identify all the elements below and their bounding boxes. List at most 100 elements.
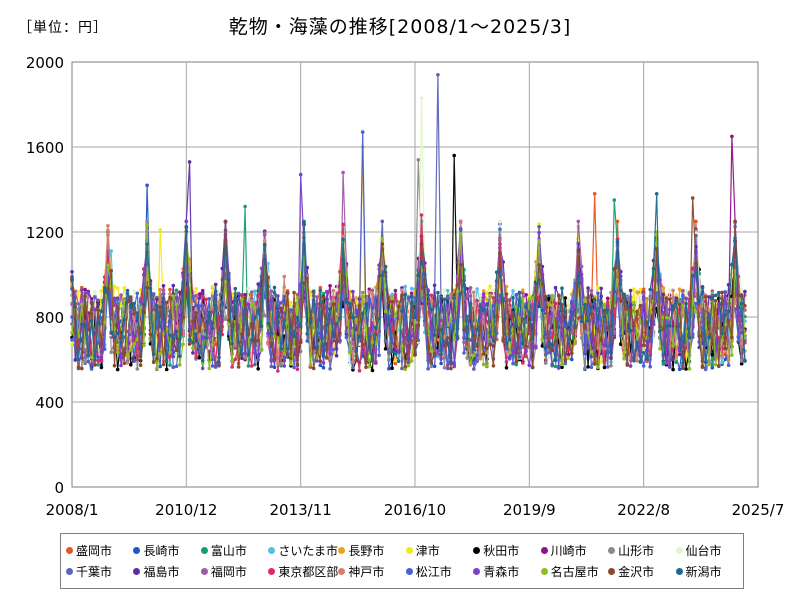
data-point <box>605 300 610 305</box>
legend-item: 松江市 <box>405 561 473 582</box>
data-point <box>328 356 332 360</box>
data-point <box>174 302 179 307</box>
data-point <box>449 316 453 321</box>
data-point <box>387 351 391 355</box>
data-point <box>436 290 440 295</box>
data-point <box>129 310 133 315</box>
data-point <box>341 222 345 227</box>
data-point <box>684 296 688 301</box>
legend-label: 神戸市 <box>348 565 385 579</box>
legend-label: 福島市 <box>143 565 180 579</box>
data-point <box>233 357 238 362</box>
data-point <box>132 312 136 316</box>
data-point <box>360 294 365 299</box>
data-point <box>462 328 466 333</box>
data-point <box>537 222 541 226</box>
data-point <box>664 315 669 320</box>
data-point <box>70 331 74 335</box>
data-point <box>710 289 715 293</box>
data-point <box>289 308 293 312</box>
data-point <box>409 286 414 291</box>
data-point <box>99 359 104 364</box>
y-tick-label: 1600 <box>26 139 64 157</box>
data-point <box>155 330 159 335</box>
legend-item: 山形市 <box>608 540 675 561</box>
data-point <box>269 289 274 294</box>
data-point <box>122 286 127 290</box>
data-point <box>132 359 136 364</box>
data-point <box>197 296 202 300</box>
data-point <box>668 297 672 302</box>
data-point <box>89 367 94 371</box>
data-point <box>377 317 381 321</box>
data-point <box>507 355 512 360</box>
data-point <box>334 339 339 343</box>
data-point <box>93 363 97 367</box>
data-point <box>429 349 434 353</box>
data-point <box>210 284 215 289</box>
data-point <box>586 318 590 323</box>
legend-marker-icon <box>338 568 346 575</box>
data-point <box>351 289 355 294</box>
data-point <box>622 357 626 361</box>
data-point <box>576 274 581 278</box>
data-point <box>690 196 695 200</box>
data-point <box>168 287 172 292</box>
data-point <box>184 219 189 224</box>
data-point <box>648 364 652 369</box>
data-point <box>217 289 221 293</box>
data-point <box>674 356 679 361</box>
data-point <box>674 298 679 303</box>
data-point <box>622 292 626 297</box>
legend-marker-icon <box>608 568 616 575</box>
data-point <box>726 358 731 362</box>
data-point <box>743 289 747 294</box>
data-point <box>481 292 486 296</box>
data-point <box>200 366 205 371</box>
chart-legend: 盛岡市 長崎市 富山市 さいたま市 長野市 津市 秋田市 川崎市 山形市 仙台市 千葉市 福島市 福岡市… <box>60 533 744 589</box>
data-point <box>481 352 486 356</box>
data-point <box>351 298 355 302</box>
data-point <box>537 239 541 243</box>
legend-item: 盛岡市 <box>66 540 133 561</box>
data-point <box>739 354 744 358</box>
data-point <box>429 360 434 365</box>
data-point <box>452 296 457 300</box>
data-point <box>305 332 310 336</box>
data-point <box>178 354 182 359</box>
data-point <box>632 324 636 329</box>
data-point <box>328 367 332 371</box>
data-point <box>334 299 339 303</box>
data-point <box>145 285 149 290</box>
data-point <box>112 336 117 340</box>
data-point <box>645 298 649 303</box>
series-group <box>70 73 747 373</box>
data-point <box>717 290 721 295</box>
data-point <box>390 366 394 371</box>
data-point <box>432 301 437 306</box>
data-point <box>739 301 744 306</box>
data-point <box>138 331 143 336</box>
legend-label: 東京都区部 <box>278 565 339 579</box>
data-point <box>298 340 303 344</box>
legend-label: 川崎市 <box>550 544 587 558</box>
data-point <box>406 344 411 349</box>
data-point <box>269 364 274 369</box>
data-point <box>468 302 473 306</box>
data-point <box>213 289 218 294</box>
data-point <box>677 287 682 292</box>
data-point <box>174 296 179 300</box>
data-point <box>334 321 339 326</box>
data-point <box>592 192 597 196</box>
data-point <box>145 183 149 188</box>
data-point <box>295 367 300 372</box>
data-point <box>579 331 584 336</box>
data-point <box>455 283 460 287</box>
data-point <box>439 361 443 366</box>
data-point <box>524 305 528 310</box>
data-point <box>445 304 450 308</box>
data-point <box>158 351 162 356</box>
data-point <box>409 291 414 296</box>
data-point <box>720 360 724 365</box>
data-point <box>370 292 375 297</box>
